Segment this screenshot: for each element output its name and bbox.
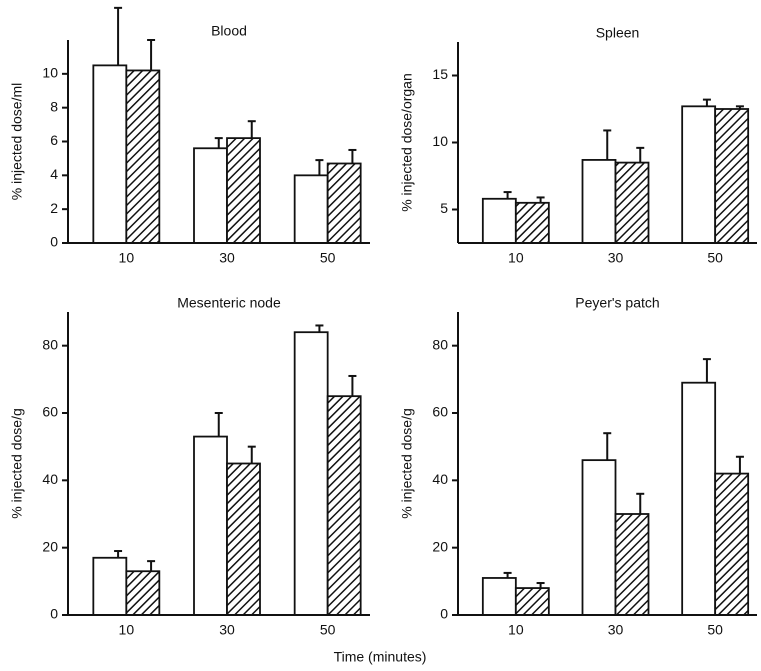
bar: [92, 556, 128, 616]
panel-title: Peyer's patch: [575, 295, 659, 311]
y-axis-label: % injected dose/g: [399, 408, 415, 519]
y-tick-label: 10: [432, 133, 448, 149]
x-tick-label: 10: [508, 622, 524, 638]
y-tick-label: 4: [50, 166, 58, 182]
x-tick-label: 30: [219, 250, 235, 266]
y-tick-label: 40: [432, 471, 448, 487]
y-tick-label: 80: [42, 336, 58, 352]
x-tick-label: 10: [119, 622, 135, 638]
bar: [514, 201, 550, 244]
bar: [681, 381, 717, 616]
x-tick-label: 30: [608, 250, 624, 266]
x-tick-label: 10: [508, 250, 524, 266]
bar: [293, 331, 329, 616]
bar: [193, 435, 228, 616]
bar: [125, 69, 161, 244]
y-axis-label: % injected dose/ml: [9, 83, 25, 201]
y-axis-label: % injected dose/g: [9, 408, 25, 519]
bar: [481, 197, 517, 244]
bar: [481, 577, 517, 616]
bar: [125, 570, 161, 616]
x-tick-label: 50: [320, 622, 336, 638]
x-tick-label: 30: [219, 622, 235, 638]
bar: [614, 161, 650, 244]
y-tick-label: 15: [432, 66, 448, 82]
y-tick-label: 0: [50, 234, 58, 250]
bar: [293, 174, 329, 244]
bar: [92, 64, 128, 244]
panel-title: Blood: [211, 23, 247, 39]
bar: [581, 459, 617, 616]
y-tick-label: 6: [50, 132, 58, 148]
bar: [326, 162, 362, 244]
bar: [226, 462, 261, 616]
y-tick-label: 80: [432, 336, 448, 352]
y-tick-label: 2: [50, 200, 58, 216]
bar: [614, 513, 650, 616]
y-tick-label: 20: [42, 538, 58, 554]
y-tick-label: 10: [42, 65, 58, 81]
bar: [714, 108, 750, 244]
x-tick-label: 10: [119, 250, 135, 266]
panel-title: Spleen: [596, 25, 640, 41]
y-tick-label: 5: [440, 200, 448, 216]
y-tick-label: 8: [50, 98, 58, 114]
panel-title: Mesenteric node: [177, 295, 281, 311]
y-tick-label: 0: [50, 606, 58, 622]
bar: [326, 395, 362, 616]
bar: [581, 159, 617, 244]
bar: [514, 587, 550, 616]
y-axis-label: % injected dose/organ: [399, 73, 415, 212]
bar: [226, 137, 261, 244]
x-tick-label: 30: [608, 622, 624, 638]
x-tick-label: 50: [707, 622, 723, 638]
y-tick-label: 60: [42, 404, 58, 420]
shared-x-label: Time (minutes): [334, 649, 427, 665]
bar: [714, 472, 750, 616]
y-tick-label: 40: [42, 471, 58, 487]
y-tick-label: 0: [440, 606, 448, 622]
y-tick-label: 60: [432, 404, 448, 420]
bar: [193, 147, 228, 244]
bar: [681, 105, 717, 244]
x-tick-label: 50: [707, 250, 723, 266]
x-tick-label: 50: [320, 250, 336, 266]
y-tick-label: 20: [432, 538, 448, 554]
